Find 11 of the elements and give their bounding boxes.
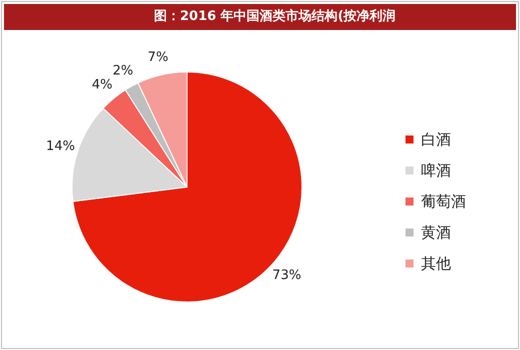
legend-label: 葡萄酒 xyxy=(421,192,466,210)
legend-label: 白酒 xyxy=(421,130,451,148)
data-label: 14% xyxy=(46,138,75,154)
chart-title: 图：2016 年中国酒类市场结构(按净利润 xyxy=(4,4,516,30)
data-label: 73% xyxy=(272,268,302,283)
data-label: 2% xyxy=(112,63,134,78)
legend-label: 黄酒 xyxy=(421,224,451,242)
legend-label: 其他 xyxy=(421,254,451,272)
data-label: 4% xyxy=(92,78,113,93)
data-label: 7% xyxy=(148,50,168,66)
legend-label: 啤酒 xyxy=(421,162,451,180)
